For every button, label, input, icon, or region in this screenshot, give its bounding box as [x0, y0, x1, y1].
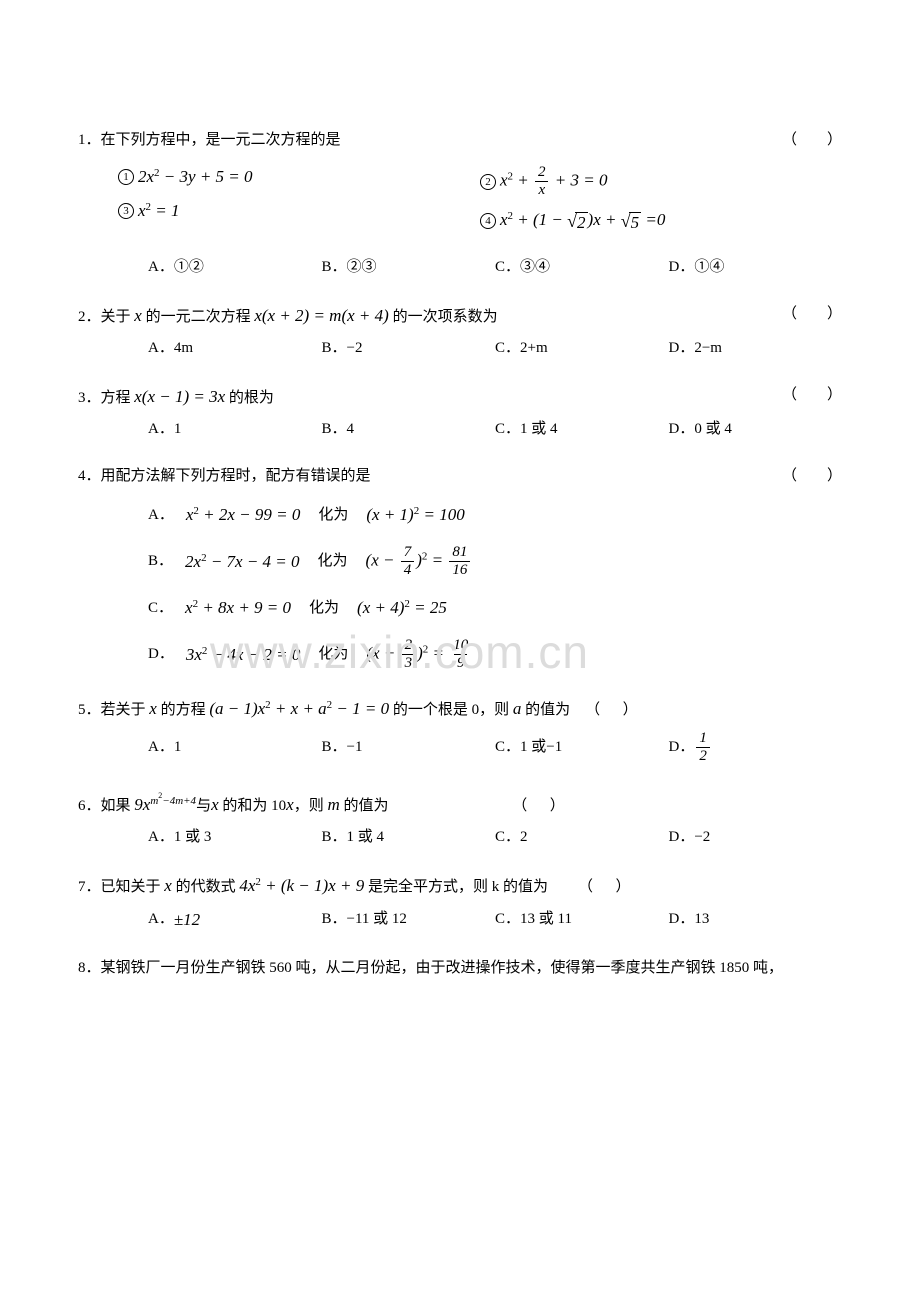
- q3-optB: B．4: [322, 419, 496, 440]
- q1-eq3: x2 = 1: [138, 199, 180, 223]
- q3-stem: 3．方程 x(x − 1) = 3x 的根为: [78, 385, 782, 409]
- q2-stem: 2．关于 x 的一元二次方程 x(x + 2) = m(x + 4) 的一次项系…: [78, 304, 782, 328]
- q6-optD: D．−2: [669, 827, 843, 848]
- q5-stem: 5．若关于 x 的方程 (a − 1)x2 + x + a2 − 1 = 0 的…: [78, 697, 842, 721]
- q6-optC: C．2: [495, 827, 669, 848]
- q1-optA: A．①②: [148, 257, 322, 278]
- q5-optD: D．12: [669, 731, 843, 764]
- q2-optB: B．−2: [322, 338, 496, 359]
- q2-blank: （ ）: [782, 304, 842, 325]
- q1-optB: B．②③: [322, 257, 496, 278]
- q1-eq1: 2x2 − 3y + 5 = 0: [138, 165, 253, 189]
- q5-optB: B．−1: [322, 731, 496, 764]
- q4-blank: （ ）: [782, 466, 842, 487]
- q6-optB: B．1 或 4: [322, 827, 496, 848]
- q4-optA: A． x2 + 2x − 99 = 0 化为 (x + 1)2 = 100: [148, 503, 842, 527]
- q2-optA: A．4m: [148, 338, 322, 359]
- question-8: 8．某钢铁厂一月份生产钢铁 560 吨，从二月份起，由于改进操作技术，使得第一季…: [78, 958, 842, 979]
- q7-optC: C．13 或 11: [495, 908, 669, 932]
- q1-optC: C．③④: [495, 257, 669, 278]
- circled-3: 3: [118, 203, 134, 219]
- q5-optA: A．1: [148, 731, 322, 764]
- q1-blank: （ ）: [782, 130, 842, 151]
- q4-optD: D． 3x2 − 4x − 2 = 0 化为 (x − 23)2 = 109: [148, 638, 842, 671]
- q7-optA: A．±12: [148, 908, 322, 932]
- q1-stem: 1．在下列方程中，是一元二次方程的是: [78, 130, 782, 151]
- q1-optD: D．①④: [669, 257, 843, 278]
- q7-optB: B．−11 或 12: [322, 908, 496, 932]
- circled-2: 2: [480, 174, 496, 190]
- q8-stem: 8．某钢铁厂一月份生产钢铁 560 吨，从二月份起，由于改进操作技术，使得第一季…: [78, 958, 842, 979]
- question-7: 7．已知关于 x 的代数式 4x2 + (k − 1)x + 9 是完全平方式，…: [78, 874, 842, 932]
- q5-optC: C．1 或−1: [495, 731, 669, 764]
- q3-optD: D．0 或 4: [669, 419, 843, 440]
- question-1: 1．在下列方程中，是一元二次方程的是 （ ） 1 2x2 − 3y + 5 = …: [78, 130, 842, 278]
- q3-optA: A．1: [148, 419, 322, 440]
- q6-stem: 6．如果 9xm2−4m+4与x 的和为 10x，则 m 的值为 （ ）: [78, 790, 842, 817]
- q1-eq2: x2 + 2x + 3 = 0: [500, 165, 607, 198]
- q6-optA: A．1 或 3: [148, 827, 322, 848]
- circled-1: 1: [118, 169, 134, 185]
- q7-optD: D．13: [669, 908, 843, 932]
- question-3: 3．方程 x(x − 1) = 3x 的根为 （ ） A．1 B．4 C．1 或…: [78, 385, 842, 440]
- question-2: 2．关于 x 的一元二次方程 x(x + 2) = m(x + 4) 的一次项系…: [78, 304, 842, 359]
- question-4: 4．用配方法解下列方程时，配方有错误的是 （ ） A． x2 + 2x − 99…: [78, 466, 842, 671]
- q7-stem: 7．已知关于 x 的代数式 4x2 + (k − 1)x + 9 是完全平方式，…: [78, 874, 842, 898]
- q2-optC: C．2+m: [495, 338, 669, 359]
- circled-4: 4: [480, 213, 496, 229]
- q4-optC: C． x2 + 8x + 9 = 0 化为 (x + 4)2 = 25: [148, 596, 842, 620]
- question-6: 6．如果 9xm2−4m+4与x 的和为 10x，则 m 的值为 （ ） A．1…: [78, 790, 842, 848]
- q4-stem: 4．用配方法解下列方程时，配方有错误的是: [78, 466, 782, 487]
- q4-optB: B． 2x2 − 7x − 4 = 0 化为 (x − 74)2 = 8116: [148, 545, 842, 578]
- q3-optC: C．1 或 4: [495, 419, 669, 440]
- q2-optD: D．2−m: [669, 338, 843, 359]
- q3-blank: （ ）: [782, 385, 842, 406]
- question-5: 5．若关于 x 的方程 (a − 1)x2 + x + a2 − 1 = 0 的…: [78, 697, 842, 764]
- q1-eq4: x2 + (1 − √2)x + √5 =0: [500, 208, 665, 233]
